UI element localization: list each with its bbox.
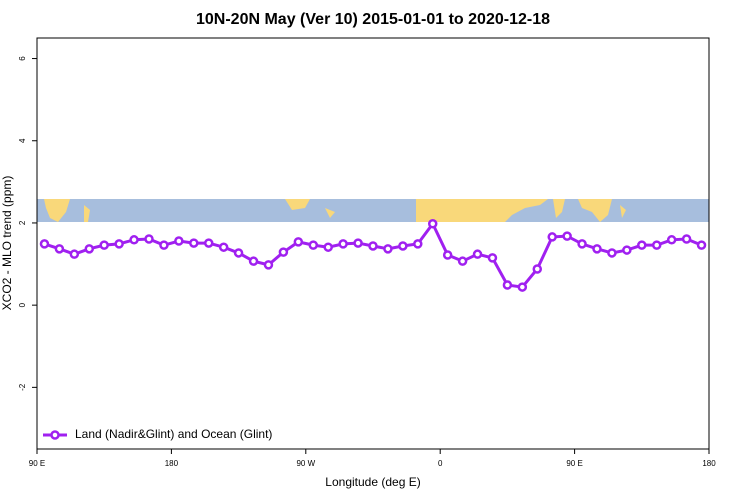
point — [203, 238, 214, 248]
point — [622, 245, 632, 255]
point — [398, 241, 408, 251]
x-tick-label: 0 — [438, 459, 443, 468]
point — [383, 244, 393, 254]
point — [517, 282, 528, 292]
point — [696, 240, 707, 250]
point — [218, 242, 229, 252]
point — [577, 239, 587, 249]
point — [353, 238, 363, 248]
x-axis-label: Longitude (deg E) — [325, 475, 420, 489]
x-tick-label: 90 E — [566, 459, 582, 468]
point — [338, 239, 348, 249]
point — [562, 231, 572, 241]
point — [248, 256, 259, 266]
x-tick-label: 180 — [165, 459, 179, 468]
point — [442, 250, 453, 260]
point — [159, 240, 169, 250]
point — [637, 240, 647, 250]
point — [532, 264, 543, 274]
point — [69, 249, 80, 259]
legend-point — [50, 430, 60, 440]
point — [263, 260, 274, 270]
point — [308, 240, 319, 250]
point — [368, 241, 378, 251]
chart-title: 10N-20N May (Ver 10) 2015-01-01 to 2020-… — [196, 11, 550, 28]
point — [189, 238, 199, 248]
point — [54, 244, 65, 254]
x-tick-label: 90 W — [296, 459, 315, 468]
point — [681, 234, 692, 244]
series-line — [43, 220, 703, 289]
point — [114, 239, 124, 249]
plot-frame — [36, 37, 710, 450]
point — [607, 248, 617, 258]
map-strip — [37, 199, 709, 222]
point — [666, 235, 677, 245]
point — [84, 244, 95, 254]
x-tick-label: 90 E — [29, 459, 45, 468]
point — [174, 236, 184, 246]
point — [129, 235, 139, 245]
point — [278, 247, 289, 257]
y-tick-label: 6 — [18, 56, 27, 61]
x-tick-label: 180 — [702, 459, 716, 468]
y-tick-label: -2 — [18, 383, 27, 391]
y-axis-label: XCO2 - MLO trend (ppm) — [0, 176, 14, 311]
point — [487, 253, 498, 263]
y-tick-label: 2 — [18, 220, 27, 225]
point — [427, 219, 438, 229]
point — [39, 239, 50, 249]
point — [651, 240, 662, 250]
point — [144, 234, 154, 244]
y-tick-label: 0 — [18, 302, 27, 307]
point — [233, 248, 244, 258]
legend-label: Land (Nadir&Glint) and Ocean (Glint) — [75, 427, 272, 441]
point — [413, 239, 423, 249]
point — [99, 240, 109, 250]
point — [502, 280, 513, 290]
point — [323, 242, 333, 252]
point — [457, 256, 468, 266]
point — [547, 232, 557, 242]
y-tick-label: 4 — [18, 138, 27, 143]
point — [592, 244, 602, 254]
point — [472, 249, 483, 259]
point — [293, 237, 304, 247]
